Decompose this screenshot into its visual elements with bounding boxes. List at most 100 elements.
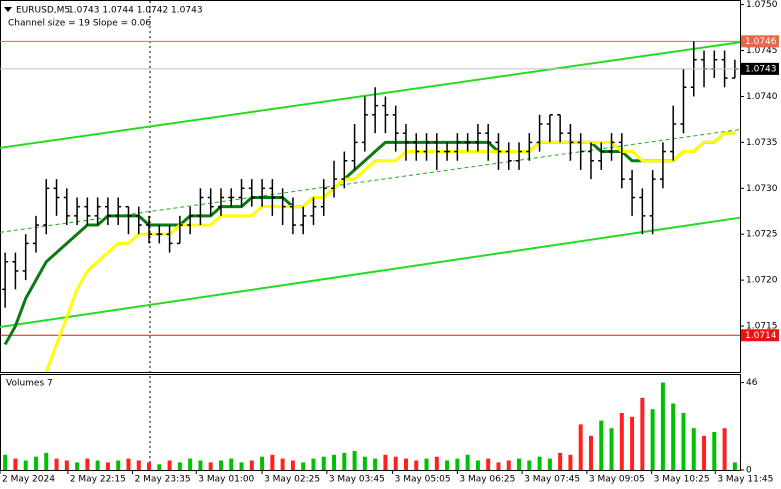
x-tick-label: 2 May 23:35 xyxy=(135,475,191,485)
volume-bar xyxy=(177,462,182,470)
volume-bar xyxy=(537,456,542,470)
title-icon xyxy=(4,7,12,12)
volume-bar xyxy=(85,458,90,470)
level-label-box xyxy=(741,329,779,342)
x-tick-label: 3 May 09:05 xyxy=(589,475,645,485)
volume-bar xyxy=(465,454,470,470)
y-tick-label: 1.0740 xyxy=(746,92,778,102)
volume-bar xyxy=(640,397,645,470)
y-tick-label: 1.0730 xyxy=(746,184,778,194)
volume-bar xyxy=(105,462,110,470)
volume-bar xyxy=(13,458,18,470)
volume-bar xyxy=(373,458,378,470)
volume-bar xyxy=(475,460,480,470)
last-price-label: 1.0743 xyxy=(745,64,777,74)
volume-bar xyxy=(588,435,593,470)
volume-bar xyxy=(362,456,367,470)
volume-bar xyxy=(506,460,511,470)
volume-bar xyxy=(147,462,152,470)
channel-line xyxy=(0,216,741,328)
volume-bar xyxy=(33,456,38,470)
volume-bar xyxy=(260,456,265,470)
volume-bar xyxy=(424,458,429,470)
x-tick-label: 2 May 2024 xyxy=(2,475,55,485)
volume-bar xyxy=(23,460,28,470)
volume-bar xyxy=(352,451,357,470)
volume-bar xyxy=(403,458,408,470)
volume-bar xyxy=(198,460,203,470)
volume-bar xyxy=(44,452,49,470)
volume-bar xyxy=(95,460,100,470)
volume-bar xyxy=(64,460,69,470)
volume-bar xyxy=(383,454,388,470)
volume-bar xyxy=(547,458,552,470)
y-tick-label: 1.0720 xyxy=(746,276,778,286)
volume-bar xyxy=(496,462,501,470)
volume-bar xyxy=(342,452,347,470)
last-price-box xyxy=(741,62,779,75)
chart-subtitle: Channel size = 19 Slope = 0.06 xyxy=(8,19,151,29)
volume-bar xyxy=(332,454,337,470)
y-tick-label: 1.0750 xyxy=(746,0,778,10)
volume-bar xyxy=(126,458,131,470)
volume-bar xyxy=(290,460,295,470)
volume-panel xyxy=(0,374,741,471)
volume-bar xyxy=(188,458,193,470)
channel-line xyxy=(0,41,741,149)
volume-bar xyxy=(393,456,398,470)
y-tick-label: 1.0735 xyxy=(746,138,778,148)
volume-bar xyxy=(671,403,676,470)
volume-bar xyxy=(270,454,275,470)
volume-bar xyxy=(722,428,727,470)
volume-bar xyxy=(445,460,450,470)
volume-bar xyxy=(321,456,326,470)
volume-bar xyxy=(619,413,624,470)
volume-bar xyxy=(578,424,583,470)
volume-bar xyxy=(455,458,460,470)
volume-bar xyxy=(218,460,223,470)
volume-bar xyxy=(660,382,665,470)
ohlc-label: 1.0743 1.0744 1.0742 1.0743 xyxy=(68,6,203,16)
volume-tick-label: 0 xyxy=(746,466,752,476)
volume-bar xyxy=(249,460,254,470)
volume-bar xyxy=(702,435,707,470)
volume-bar xyxy=(599,420,604,470)
y-tick-label: 1.0725 xyxy=(746,230,778,240)
volume-bar xyxy=(54,458,59,470)
volume-bar xyxy=(732,462,737,470)
volume-bar xyxy=(3,454,8,470)
y-tick-label: 1.0715 xyxy=(746,322,778,332)
volume-bar xyxy=(568,454,573,470)
volume-bar xyxy=(691,428,696,470)
x-tick-label: 3 May 03:45 xyxy=(329,475,385,485)
volume-bar xyxy=(650,409,655,470)
volume-bar xyxy=(414,460,419,470)
level-label-box xyxy=(741,35,779,48)
volume-bar xyxy=(527,460,532,470)
volume-bar xyxy=(486,458,491,470)
volume-title: Volumes 7 xyxy=(6,379,53,389)
moving-average xyxy=(3,131,735,346)
x-tick-label: 2 May 22:15 xyxy=(70,475,126,485)
volume-bar xyxy=(558,452,563,470)
y-tick-label: 1.0745 xyxy=(746,46,778,56)
x-tick-label: 3 May 05:05 xyxy=(395,475,451,485)
volume-bar xyxy=(136,460,141,470)
volume-bar xyxy=(75,462,80,470)
volume-bar xyxy=(311,458,316,470)
x-tick-label: 3 May 02:25 xyxy=(264,475,320,485)
volume-bar xyxy=(116,460,121,470)
volume-bar xyxy=(712,432,717,470)
volume-bar xyxy=(157,464,162,470)
price-panel xyxy=(0,0,741,373)
volume-bar xyxy=(681,413,686,470)
volume-bar xyxy=(609,428,614,470)
volume-bar xyxy=(434,456,439,470)
level-label: 1.0746 xyxy=(745,37,777,47)
volume-bar xyxy=(301,462,306,470)
volume-bar xyxy=(239,462,244,470)
volume-bar xyxy=(167,460,172,470)
volume-bar xyxy=(229,458,234,470)
